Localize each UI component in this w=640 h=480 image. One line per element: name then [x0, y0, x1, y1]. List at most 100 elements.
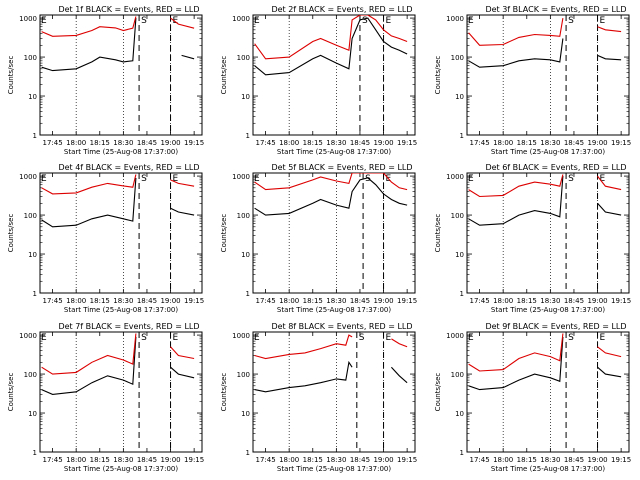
y-axis-label: Counts/sec [220, 56, 228, 95]
y-tick-label: 1 [33, 132, 37, 140]
plot-frame [466, 172, 630, 294]
panel-7: Det 7f BLACK = Events, RED = LLD 1 10 100 10… [7, 322, 204, 473]
x-tick-label: 17:45 [469, 139, 489, 147]
series-line-events [254, 177, 408, 216]
x-tick-label: 19:15 [184, 139, 204, 147]
marker-label-start: E [41, 333, 47, 343]
panel-title: Det 3f BLACK = Events, RED = LLD [485, 5, 626, 14]
x-tick-label: 19:15 [397, 456, 417, 464]
x-axis-label: Start Time (25-Aug-08 17:37:00) [64, 465, 178, 473]
plot-frame [39, 172, 203, 294]
panel-title: Det 8f BLACK = Events, RED = LLD [271, 322, 412, 331]
plot-frame [252, 331, 416, 453]
x-tick-label: 18:00 [493, 297, 513, 305]
marker-label-e: E [600, 333, 606, 343]
x-tick-label: 18:45 [137, 297, 157, 305]
panel-5: Det 5f BLACK = Events, RED = LLD 1 10 100 10… [220, 163, 417, 314]
y-axis-label: Counts/sec [7, 373, 15, 412]
y-tick-label: 1000 [232, 15, 250, 23]
x-tick-label: 19:15 [611, 456, 631, 464]
y-tick-label: 100 [451, 371, 464, 379]
x-tick-label: 19:00 [160, 297, 180, 305]
y-tick-label: 1 [33, 449, 37, 457]
y-axis-label: Counts/sec [434, 56, 442, 95]
x-tick-label: 18:15 [90, 456, 110, 464]
marker-label-start: E [468, 174, 474, 184]
y-tick-label: 100 [237, 371, 250, 379]
y-tick-label: 1000 [19, 15, 37, 23]
plot-frame [252, 172, 416, 294]
y-axis-label: Counts/sec [7, 214, 15, 253]
series-line-events [41, 18, 195, 72]
y-tick-label: 10 [28, 410, 37, 418]
plot-frame [39, 14, 203, 136]
y-axis-label: Counts/sec [220, 214, 228, 253]
x-tick-label: 18:15 [90, 139, 110, 147]
marker-label-e: E [386, 333, 392, 343]
marker-label-e: E [600, 174, 606, 184]
series-line-lld [254, 334, 408, 360]
marker-label-s: S [359, 333, 365, 343]
x-tick-label: 19:15 [397, 297, 417, 305]
y-axis-label: Counts/sec [7, 56, 15, 95]
plot-frame [39, 331, 203, 453]
y-tick-label: 10 [241, 251, 250, 259]
marker-label-s: S [141, 16, 147, 26]
x-tick-label: 18:30 [540, 297, 560, 305]
panel-4: Det 4f BLACK = Events, RED = LLD 1 10 100 10… [7, 163, 204, 314]
x-tick-label: 19:00 [587, 456, 607, 464]
panel-3: Det 3f BLACK = Events, RED = LLD 1 10 100 10… [434, 5, 631, 156]
panel-title: Det 5f BLACK = Events, RED = LLD [271, 163, 412, 172]
x-tick-label: 19:00 [587, 297, 607, 305]
series-line-events [254, 360, 408, 393]
x-tick-label: 19:15 [611, 297, 631, 305]
x-tick-label: 18:45 [564, 297, 584, 305]
panel-9: Det 9f BLACK = Events, RED = LLD 1 10 100 10… [434, 322, 631, 473]
marker-label-s: S [141, 174, 147, 184]
panel-1: Det 1f BLACK = Events, RED = LLD 1 10 100 10… [7, 5, 204, 156]
x-axis-label: Start Time (25-Aug-08 17:37:00) [277, 465, 391, 473]
y-tick-label: 1 [246, 132, 250, 140]
series-line-lld [254, 15, 408, 60]
series-line-events [41, 336, 195, 395]
marker-label-s: S [568, 174, 574, 184]
y-tick-label: 10 [455, 93, 464, 101]
x-tick-label: 17:45 [42, 297, 62, 305]
y-tick-label: 100 [24, 212, 37, 220]
y-tick-label: 1000 [232, 332, 250, 340]
x-axis-label: Start Time (25-Aug-08 17:37:00) [491, 306, 605, 314]
marker-label-start: E [41, 16, 47, 26]
panel-title: Det 1f BLACK = Events, RED = LLD [58, 5, 199, 14]
x-tick-label: 18:45 [350, 297, 370, 305]
x-tick-label: 18:45 [350, 139, 370, 147]
marker-label-e: E [173, 333, 179, 343]
series-line-lld [468, 18, 622, 46]
x-axis-label: Start Time (25-Aug-08 17:37:00) [64, 148, 178, 156]
x-tick-label: 18:00 [493, 456, 513, 464]
series-line-lld [468, 174, 622, 198]
x-tick-label: 18:15 [303, 297, 323, 305]
y-axis-label: Counts/sec [220, 373, 228, 412]
marker-label-e: E [173, 16, 179, 26]
x-tick-label: 18:00 [66, 139, 86, 147]
x-tick-label: 19:15 [611, 139, 631, 147]
y-tick-label: 1000 [446, 332, 464, 340]
x-tick-label: 19:00 [373, 297, 393, 305]
x-tick-label: 18:15 [303, 139, 323, 147]
marker-label-e: E [173, 174, 179, 184]
x-tick-label: 18:45 [137, 139, 157, 147]
y-tick-label: 1 [460, 449, 464, 457]
x-tick-label: 18:00 [66, 297, 86, 305]
y-tick-label: 1 [33, 290, 37, 298]
y-tick-label: 10 [241, 93, 250, 101]
marker-label-s: S [365, 174, 371, 184]
x-tick-label: 19:00 [160, 139, 180, 147]
x-tick-label: 17:45 [255, 139, 275, 147]
x-tick-label: 18:30 [113, 456, 133, 464]
plot-frame [252, 14, 416, 136]
panel-title: Det 6f BLACK = Events, RED = LLD [485, 163, 626, 172]
x-tick-label: 19:00 [160, 456, 180, 464]
x-axis-label: Start Time (25-Aug-08 17:37:00) [277, 306, 391, 314]
marker-label-start: E [254, 333, 260, 343]
y-tick-label: 10 [241, 410, 250, 418]
